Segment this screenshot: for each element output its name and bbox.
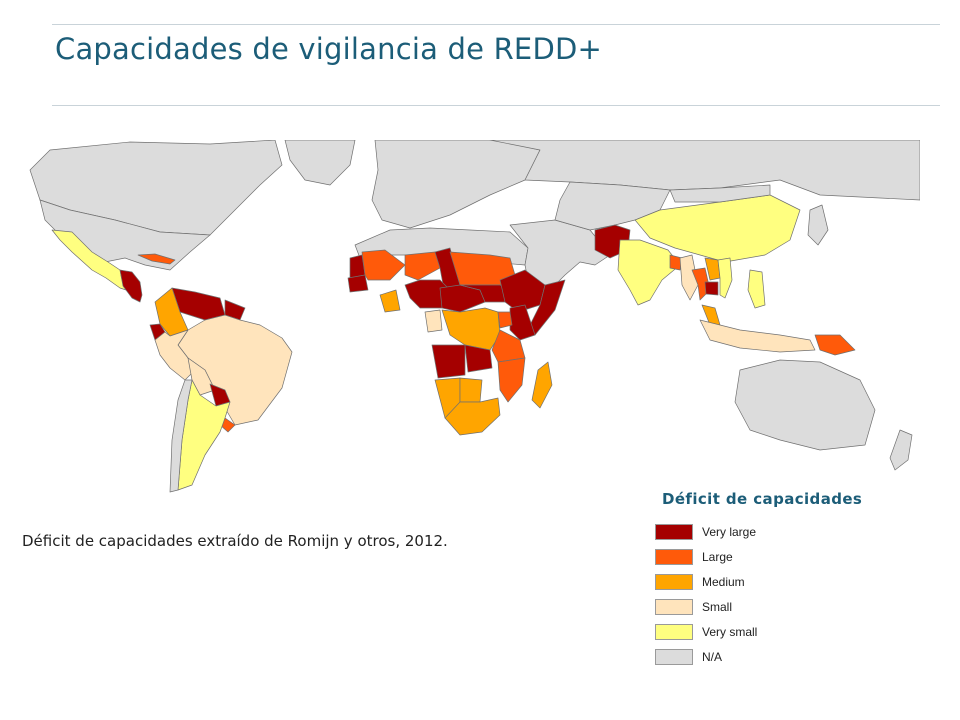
region-zambia bbox=[464, 344, 493, 373]
region-gabon bbox=[424, 309, 443, 333]
region-china bbox=[634, 194, 801, 263]
legend-label-large: Large bbox=[702, 550, 733, 564]
region-chile bbox=[169, 379, 193, 493]
source-caption: Déficit de capacidades extraído de Romij… bbox=[22, 532, 448, 550]
header-rule-bottom bbox=[52, 105, 940, 106]
region-cambodia bbox=[704, 281, 719, 296]
region-senegal bbox=[347, 274, 369, 293]
region-bangladesh bbox=[669, 254, 683, 271]
region-papua-new-guinea bbox=[814, 334, 856, 356]
legend-swatch-large bbox=[655, 549, 693, 565]
legend-swatch-small bbox=[655, 599, 693, 615]
region-europe bbox=[371, 140, 541, 229]
legend-swatch-medium bbox=[655, 574, 693, 590]
legend-swatch-very-small bbox=[655, 624, 693, 640]
region-kenya bbox=[509, 304, 536, 341]
region-mozambique bbox=[497, 357, 526, 403]
region-angola bbox=[431, 344, 466, 379]
region-new-zealand bbox=[889, 429, 913, 471]
region-uganda bbox=[497, 311, 513, 329]
legend-label-na: N/A bbox=[702, 650, 723, 664]
legend-swatch-very-large bbox=[655, 524, 693, 540]
region-madagascar bbox=[531, 361, 553, 409]
legend-label-medium: Medium bbox=[702, 575, 745, 589]
region-vietnam bbox=[717, 257, 733, 299]
world-map bbox=[20, 140, 920, 500]
region-australia bbox=[734, 359, 876, 451]
legend-swatch-na bbox=[655, 649, 693, 665]
legend-label-very-large: Very large bbox=[702, 525, 757, 539]
page-title: Capacidades de vigilancia de REDD+ bbox=[55, 32, 603, 66]
region-central-america bbox=[119, 269, 143, 303]
region-philippines bbox=[747, 269, 766, 309]
region-ghana bbox=[379, 289, 401, 313]
legend-label-small: Small bbox=[702, 600, 733, 614]
legend-label-very-small: Very small bbox=[702, 625, 758, 639]
region-bolivia bbox=[187, 357, 216, 396]
region-myanmar bbox=[679, 254, 699, 301]
region-cuba bbox=[137, 253, 176, 265]
legend-title: Déficit de capacidades bbox=[662, 490, 863, 508]
region-mongolia bbox=[669, 184, 771, 203]
region-india bbox=[617, 239, 681, 306]
region-botswana bbox=[459, 377, 483, 403]
region-south-africa bbox=[444, 397, 501, 436]
region-japan bbox=[807, 204, 829, 246]
region-greenland bbox=[284, 140, 356, 186]
region-central-asia bbox=[554, 181, 671, 231]
header-rule-top bbox=[52, 24, 940, 25]
region-niger bbox=[404, 251, 441, 281]
region-indonesia bbox=[699, 319, 816, 353]
